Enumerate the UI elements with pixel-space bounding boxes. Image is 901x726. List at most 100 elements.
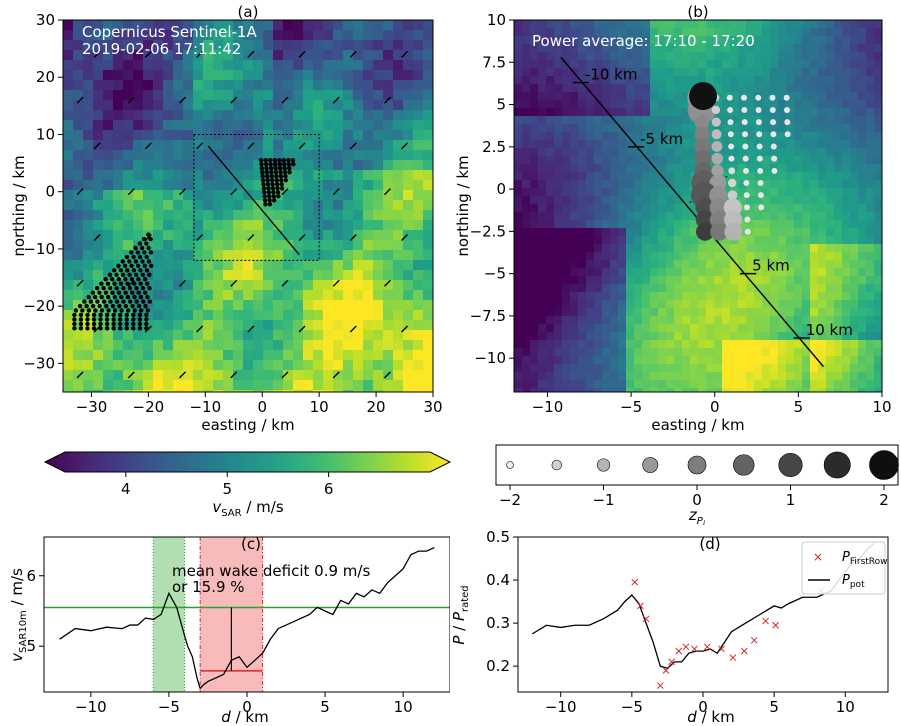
wind-cell xyxy=(842,76,851,85)
wind-cell xyxy=(183,190,194,201)
turbine xyxy=(124,254,130,260)
wind-cell xyxy=(586,84,595,93)
wind-cell xyxy=(682,228,691,237)
wind-cell xyxy=(522,372,531,381)
wind-cell xyxy=(626,276,635,285)
wind-cell xyxy=(858,156,867,165)
wind-cell xyxy=(313,200,324,211)
wind-cell xyxy=(618,108,627,117)
wind-cell xyxy=(403,70,414,81)
wind-cell xyxy=(283,110,294,121)
wind-cell xyxy=(546,236,555,245)
wind-cell xyxy=(393,330,404,341)
wind-cell xyxy=(762,356,771,365)
wind-cell xyxy=(293,50,304,61)
wind-cell xyxy=(570,284,579,293)
wind-cell xyxy=(522,388,531,392)
wind-cell xyxy=(666,236,675,245)
wind-cell xyxy=(514,76,523,85)
wind-cell xyxy=(73,390,84,392)
wind-cell xyxy=(746,108,755,117)
wind-cell xyxy=(413,140,424,151)
wind-cell xyxy=(850,156,859,165)
wind-cell xyxy=(618,100,627,109)
wind-cell xyxy=(514,180,523,189)
wind-cell xyxy=(554,348,563,357)
wind-cell xyxy=(133,40,144,51)
y-tick-label: 0.4 xyxy=(486,571,510,589)
wind-cell xyxy=(842,268,851,277)
wind-cell xyxy=(83,340,94,351)
wind-cell xyxy=(413,210,424,221)
wind-cell xyxy=(834,196,843,205)
turbine xyxy=(265,182,271,187)
wind-cell xyxy=(578,284,587,293)
wind-cell xyxy=(73,60,84,71)
turbine xyxy=(121,299,126,304)
wind-cell xyxy=(626,380,635,389)
wind-cell xyxy=(794,300,803,309)
wind-cell xyxy=(133,150,144,161)
wind-cell xyxy=(538,180,547,189)
wind-cell xyxy=(383,180,394,191)
wind-cell xyxy=(93,70,104,81)
wind-cell xyxy=(133,190,144,201)
wind-cell xyxy=(73,20,84,31)
wind-cell xyxy=(73,150,84,161)
wind-cell xyxy=(562,92,571,101)
wind-cell xyxy=(762,212,771,221)
wind-cell xyxy=(143,200,154,211)
wind-cell xyxy=(546,316,555,325)
wind-cell xyxy=(802,52,811,61)
turbine xyxy=(138,268,143,273)
wind-cell xyxy=(722,300,731,309)
wind-cell xyxy=(754,68,763,77)
wind-cell xyxy=(353,380,364,391)
wind-cell xyxy=(123,160,134,171)
distance-label: 10 km xyxy=(806,321,853,339)
wind-cell xyxy=(323,160,334,171)
wind-cell xyxy=(834,260,843,269)
wind-cell xyxy=(658,164,667,173)
wind-cell xyxy=(193,380,204,391)
wind-cell xyxy=(682,196,691,205)
wind-cell xyxy=(423,30,433,41)
wind-cell xyxy=(674,140,683,149)
p-first-row-marker xyxy=(642,615,650,623)
wind-cell xyxy=(738,356,747,365)
turbine xyxy=(287,170,292,175)
wind-cell xyxy=(546,132,555,141)
size-legend: −2 −1 0 1 2 zPi xyxy=(495,444,899,525)
colorbar-tick-label: 4 xyxy=(121,480,131,498)
wind-cell xyxy=(153,240,164,251)
wind-cell xyxy=(203,150,214,161)
wind-cell xyxy=(770,172,779,181)
wind-cell xyxy=(610,292,619,301)
wind-cell xyxy=(850,76,859,85)
wind-cell xyxy=(610,268,619,277)
wind-cell xyxy=(283,390,294,392)
wind-cell xyxy=(514,300,523,309)
wind-cell xyxy=(842,196,851,205)
wind-cell xyxy=(514,36,523,45)
wind-cell xyxy=(674,132,683,141)
wind-cell xyxy=(183,180,194,191)
wind-cell xyxy=(123,220,134,231)
wind-cell xyxy=(826,188,835,197)
wind-cell xyxy=(818,196,827,205)
wind-cell xyxy=(682,364,691,373)
turbine xyxy=(124,321,129,327)
wind-cell xyxy=(393,120,404,131)
wind-cell xyxy=(642,36,651,45)
wind-cell xyxy=(63,30,74,41)
wind-cell xyxy=(373,310,384,321)
wind-cell xyxy=(722,284,731,293)
wind-cell xyxy=(393,180,404,191)
wind-cell xyxy=(874,356,882,365)
wind-cell xyxy=(714,124,723,133)
wind-cell xyxy=(343,220,354,231)
wind-cell xyxy=(866,388,875,392)
wind-cell xyxy=(866,76,875,85)
wind-cell xyxy=(554,228,563,237)
wind-cell xyxy=(153,350,164,361)
